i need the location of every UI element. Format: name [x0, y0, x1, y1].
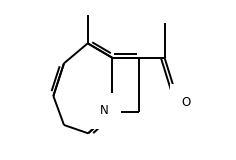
Text: O: O — [181, 96, 191, 109]
Text: N: N — [100, 104, 109, 117]
